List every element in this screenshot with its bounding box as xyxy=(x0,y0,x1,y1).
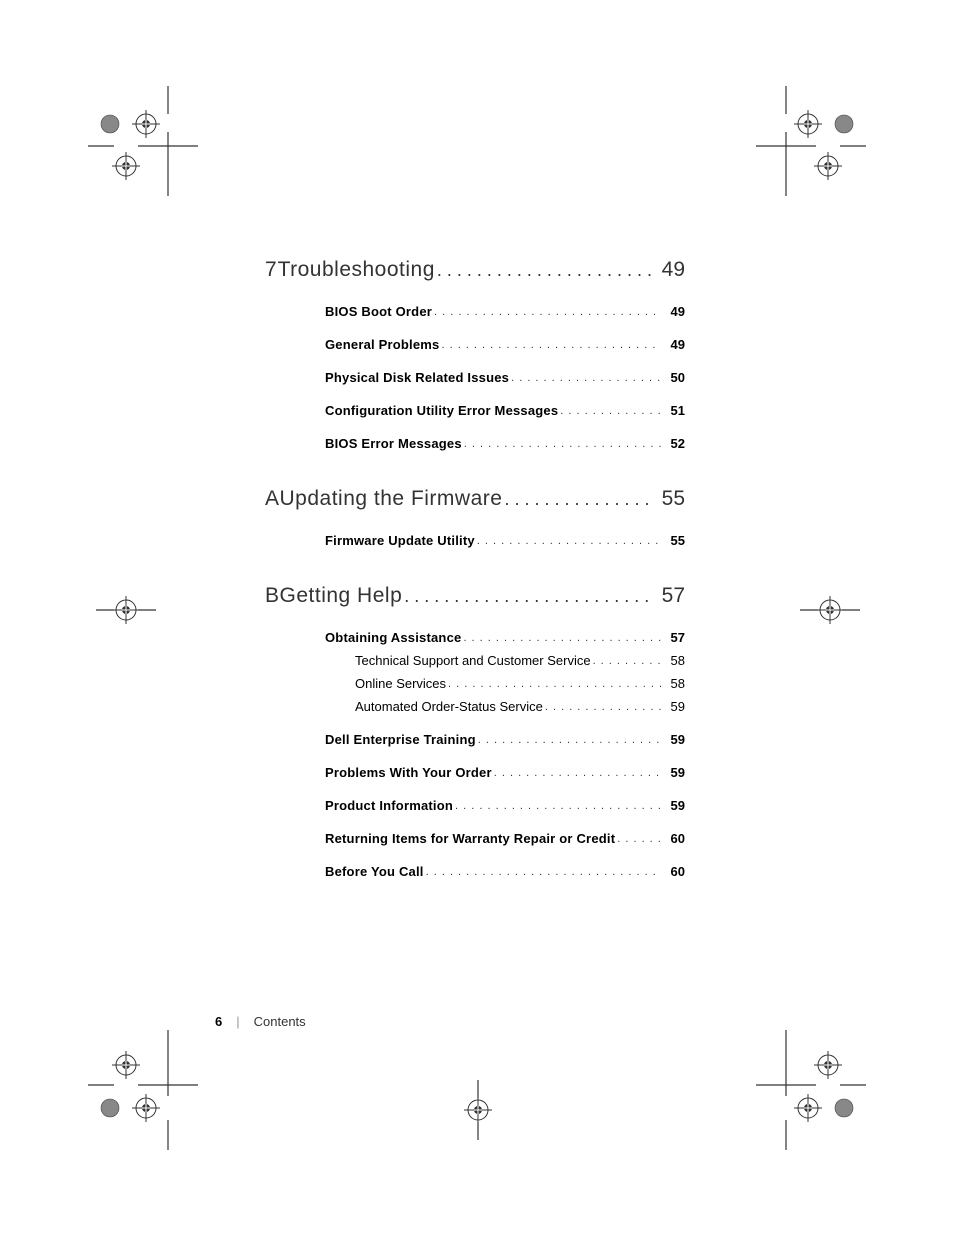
toc-entry-row: Obtaining Assistance. . . . . . . . . . … xyxy=(325,630,685,645)
toc-leader-dots: . . . . . . . . . . . . . . . . . . . . … xyxy=(476,734,661,746)
table-of-contents: 7Troubleshooting. . . . . . . . . . . . … xyxy=(265,258,685,879)
toc-subentry-row: Automated Order-Status Service. . . . . … xyxy=(355,699,685,714)
toc-entry-title: Product Information xyxy=(325,798,453,813)
toc-entry-row: Product Information. . . . . . . . . . .… xyxy=(325,798,685,813)
toc-chapter-page: 49 xyxy=(654,258,685,282)
toc-entry-page: 50 xyxy=(661,370,685,385)
toc-entry-page: 49 xyxy=(661,304,685,319)
toc-entry-page: 49 xyxy=(661,337,685,352)
toc-subentry-page: 58 xyxy=(661,653,685,668)
toc-chapter-id: A xyxy=(265,487,280,511)
toc-entry-page: 59 xyxy=(661,798,685,813)
toc-entry-row: Returning Items for Warranty Repair or C… xyxy=(325,831,685,846)
toc-entry-row: Firmware Update Utility. . . . . . . . .… xyxy=(325,533,685,548)
toc-entry-row: General Problems. . . . . . . . . . . . … xyxy=(325,337,685,352)
toc-entry-title: Firmware Update Utility xyxy=(325,533,475,548)
toc-subentry-page: 59 xyxy=(661,699,685,714)
footer-separator: | xyxy=(236,1014,239,1029)
toc-entry-title: Before You Call xyxy=(325,864,424,879)
crop-mark-icon xyxy=(88,1030,198,1150)
toc-leader-dots: . . . . . . . . . . . . . . . . . . . . … xyxy=(509,372,660,384)
toc-leader-dots: . . . . . . . . . . . . . . . . . . . . … xyxy=(475,535,661,547)
toc-subentry-title: Automated Order-Status Service xyxy=(355,699,543,714)
toc-entry-row: BIOS Boot Order. . . . . . . . . . . . .… xyxy=(325,304,685,319)
page-number: 6 xyxy=(215,1014,222,1029)
toc-subentry-row: Online Services. . . . . . . . . . . . .… xyxy=(355,676,685,691)
toc-entry-title: Physical Disk Related Issues xyxy=(325,370,509,385)
toc-entry-row: Physical Disk Related Issues. . . . . . … xyxy=(325,370,685,385)
toc-leader-dots: . . . . . . . . . . . . . . . . . . . . … xyxy=(502,489,653,510)
toc-entry-row: Problems With Your Order. . . . . . . . … xyxy=(325,765,685,780)
toc-chapter-row: 7Troubleshooting. . . . . . . . . . . . … xyxy=(265,258,685,282)
toc-entry-row: BIOS Error Messages. . . . . . . . . . .… xyxy=(325,436,685,451)
toc-entry-title: Obtaining Assistance xyxy=(325,630,461,645)
toc-leader-dots: . . . . . . . . . . . . . . . . . . . . … xyxy=(591,655,661,667)
toc-entry-page: 59 xyxy=(661,765,685,780)
toc-chapter-row: AUpdating the Firmware. . . . . . . . . … xyxy=(265,487,685,511)
toc-entry-page: 52 xyxy=(661,436,685,451)
toc-entry-row: Before You Call. . . . . . . . . . . . .… xyxy=(325,864,685,879)
toc-chapter-title: Getting Help xyxy=(280,584,403,608)
page-footer: 6 | Contents xyxy=(215,1014,306,1029)
toc-subentry-title: Technical Support and Customer Service xyxy=(355,653,591,668)
toc-leader-dots: . . . . . . . . . . . . . . . . . . . . … xyxy=(402,586,653,607)
toc-leader-dots: . . . . . . . . . . . . . . . . . . . . … xyxy=(615,833,660,845)
crop-mark-icon xyxy=(96,590,156,630)
toc-chapter-id: B xyxy=(265,584,280,608)
toc-entry-page: 60 xyxy=(661,864,685,879)
toc-chapter-id: 7 xyxy=(265,258,278,282)
toc-leader-dots: . . . . . . . . . . . . . . . . . . . . … xyxy=(432,306,661,318)
toc-leader-dots: . . . . . . . . . . . . . . . . . . . . … xyxy=(446,678,660,690)
toc-leader-dots: . . . . . . . . . . . . . . . . . . . . … xyxy=(424,866,661,878)
crop-mark-icon xyxy=(756,1030,866,1150)
toc-leader-dots: . . . . . . . . . . . . . . . . . . . . … xyxy=(435,260,654,281)
toc-entry-row: Dell Enterprise Training. . . . . . . . … xyxy=(325,732,685,747)
toc-subentry-page: 58 xyxy=(661,676,685,691)
crop-mark-icon xyxy=(448,1080,508,1140)
toc-entry-title: BIOS Boot Order xyxy=(325,304,432,319)
crop-mark-icon xyxy=(88,86,198,196)
toc-entry-title: Configuration Utility Error Messages xyxy=(325,403,558,418)
toc-leader-dots: . . . . . . . . . . . . . . . . . . . . … xyxy=(543,701,661,713)
toc-chapter-page: 55 xyxy=(654,487,685,511)
crop-mark-icon xyxy=(800,590,860,630)
toc-leader-dots: . . . . . . . . . . . . . . . . . . . . … xyxy=(462,438,661,450)
toc-entry-title: Returning Items for Warranty Repair or C… xyxy=(325,831,615,846)
toc-entry-page: 59 xyxy=(661,732,685,747)
toc-leader-dots: . . . . . . . . . . . . . . . . . . . . … xyxy=(453,800,661,812)
toc-entry-title: Problems With Your Order xyxy=(325,765,492,780)
toc-chapter-row: BGetting Help. . . . . . . . . . . . . .… xyxy=(265,584,685,608)
toc-leader-dots: . . . . . . . . . . . . . . . . . . . . … xyxy=(439,339,660,351)
toc-subentry-title: Online Services xyxy=(355,676,446,691)
toc-subentries: Technical Support and Customer Service. … xyxy=(355,653,685,714)
toc-subentry-row: Technical Support and Customer Service. … xyxy=(355,653,685,668)
page: 7Troubleshooting. . . . . . . . . . . . … xyxy=(0,0,954,1235)
toc-entry-row: Configuration Utility Error Messages. . … xyxy=(325,403,685,418)
footer-section: Contents xyxy=(254,1014,306,1029)
toc-leader-dots: . . . . . . . . . . . . . . . . . . . . … xyxy=(461,632,660,644)
toc-entry-page: 51 xyxy=(661,403,685,418)
toc-entry-page: 60 xyxy=(661,831,685,846)
toc-chapter-page: 57 xyxy=(654,584,685,608)
toc-entry-page: 57 xyxy=(661,630,685,645)
toc-entry-page: 55 xyxy=(661,533,685,548)
toc-entry-title: BIOS Error Messages xyxy=(325,436,462,451)
toc-chapter-title: Troubleshooting xyxy=(278,258,435,282)
toc-entries: Firmware Update Utility. . . . . . . . .… xyxy=(325,533,685,548)
toc-entry-title: Dell Enterprise Training xyxy=(325,732,476,747)
toc-leader-dots: . . . . . . . . . . . . . . . . . . . . … xyxy=(558,405,660,417)
toc-entries: Obtaining Assistance. . . . . . . . . . … xyxy=(325,630,685,879)
toc-entries: BIOS Boot Order. . . . . . . . . . . . .… xyxy=(325,304,685,451)
toc-entry-title: General Problems xyxy=(325,337,439,352)
crop-mark-icon xyxy=(756,86,866,196)
toc-leader-dots: . . . . . . . . . . . . . . . . . . . . … xyxy=(492,767,661,779)
toc-chapter-title: Updating the Firmware xyxy=(280,487,503,511)
